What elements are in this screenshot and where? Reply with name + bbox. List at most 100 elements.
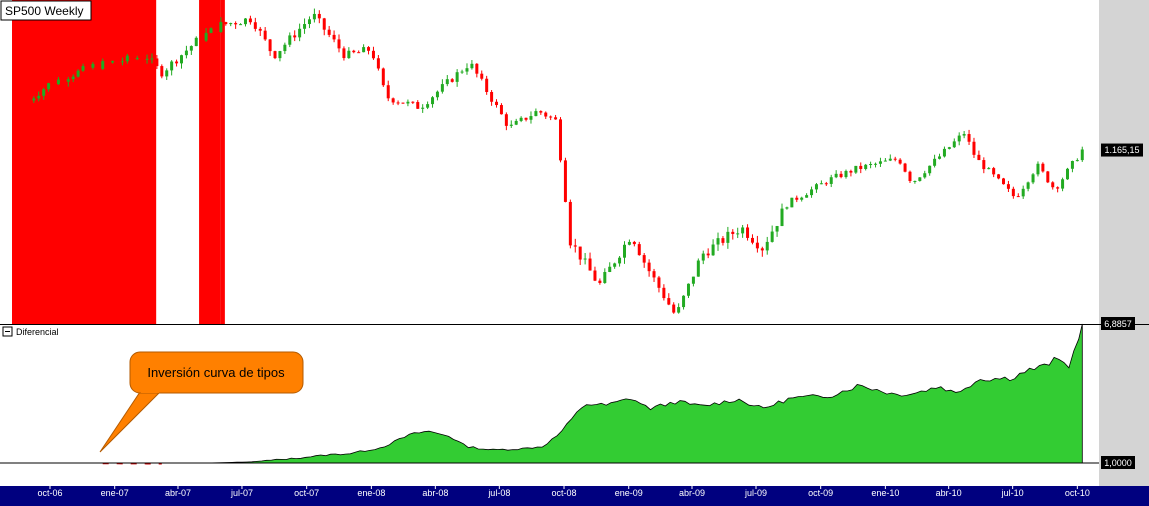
candle: [898, 158, 902, 165]
candle: [805, 193, 809, 198]
candle: [824, 181, 828, 186]
x-tick-label: oct-06: [37, 488, 62, 498]
candle: [519, 116, 523, 123]
x-tick-label: jul-08: [487, 488, 510, 498]
candle: [175, 59, 179, 67]
candle: [125, 53, 129, 64]
x-tick-label: ene-07: [101, 488, 129, 498]
candle: [627, 239, 631, 246]
diferencial-base-label: 1,0000: [1101, 456, 1135, 469]
candle: [997, 173, 1001, 180]
price-panel: [12, 0, 1084, 324]
candle: [544, 111, 548, 120]
x-tick-label: ene-09: [615, 488, 643, 498]
candle: [278, 50, 282, 62]
candle: [972, 137, 976, 158]
candle: [106, 58, 110, 67]
candle: [706, 248, 710, 259]
x-tick-label: jul-09: [744, 488, 767, 498]
candle: [578, 246, 582, 266]
candle: [391, 97, 395, 105]
candle: [563, 157, 567, 203]
x-tick-label: oct-10: [1065, 488, 1090, 498]
lower-panel-header[interactable]: Diferencial: [2, 326, 59, 337]
candle: [303, 18, 307, 34]
candle: [184, 45, 188, 59]
price-scale-strip: [1099, 0, 1149, 486]
candle: [204, 28, 208, 42]
candle: [554, 114, 558, 120]
candle: [923, 170, 927, 179]
candle: [726, 226, 730, 249]
candle: [819, 180, 823, 185]
candle: [150, 53, 154, 64]
svg-text:1,0000: 1,0000: [1104, 458, 1132, 468]
candle: [657, 275, 661, 293]
candle: [37, 91, 41, 102]
candle: [967, 129, 971, 145]
candle: [775, 225, 779, 237]
candle: [229, 22, 233, 27]
candle: [529, 111, 533, 124]
x-tick-label: jul-07: [230, 488, 253, 498]
candle: [450, 78, 454, 83]
candle: [677, 303, 681, 314]
candle: [716, 232, 720, 251]
candle: [376, 55, 380, 71]
candle: [539, 110, 543, 115]
candle: [455, 69, 459, 87]
shaded-periods: [12, 0, 225, 324]
candle: [480, 70, 484, 81]
candle: [1026, 181, 1030, 192]
candle: [1061, 177, 1065, 192]
candle: [253, 17, 257, 32]
candle: [790, 197, 794, 208]
candle: [460, 69, 464, 74]
diferencial-panel: [0, 323, 1099, 465]
time-axis: [0, 486, 1149, 506]
candle: [942, 146, 946, 158]
candle: [736, 227, 740, 239]
candle: [573, 238, 577, 253]
candle: [485, 75, 489, 95]
candle: [647, 259, 651, 277]
candle: [524, 117, 528, 122]
candle: [396, 100, 400, 106]
candle: [982, 157, 986, 174]
candle: [71, 74, 75, 83]
candle: [711, 239, 715, 256]
candle: [120, 57, 124, 66]
candle: [622, 241, 626, 264]
candle: [962, 131, 966, 139]
candle: [135, 55, 139, 61]
candle: [741, 224, 745, 238]
shaded-period: [220, 0, 225, 324]
candle: [367, 46, 371, 55]
candle: [199, 33, 203, 45]
candle: [81, 63, 85, 72]
candle: [352, 49, 356, 54]
candle: [583, 252, 587, 265]
candle: [248, 15, 252, 25]
candle: [381, 67, 385, 87]
candle: [189, 45, 193, 55]
candle: [337, 34, 341, 53]
candle: [765, 236, 769, 255]
candle: [490, 90, 494, 106]
candle: [386, 80, 390, 102]
candle: [593, 266, 597, 282]
candle: [977, 150, 981, 161]
candle: [534, 108, 538, 117]
candle: [903, 162, 907, 173]
candle: [1016, 193, 1020, 198]
candle: [721, 236, 725, 246]
candle: [795, 195, 799, 203]
candle: [1051, 181, 1055, 190]
candle: [475, 63, 479, 78]
diferencial-area: [211, 323, 1083, 464]
svg-text:6,8857: 6,8857: [1104, 319, 1132, 329]
candle: [987, 166, 991, 170]
candle: [849, 169, 853, 177]
